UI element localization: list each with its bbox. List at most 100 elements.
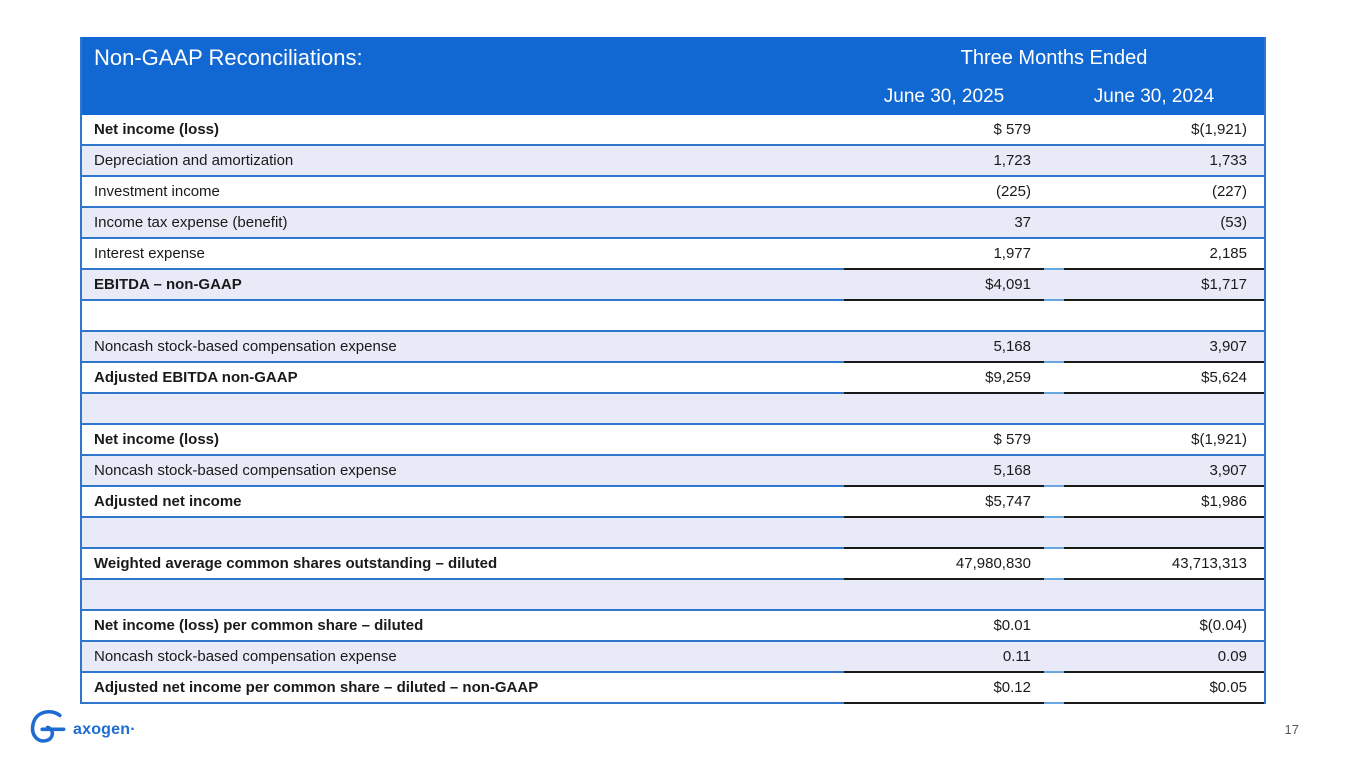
- value-june-2025: (225): [844, 177, 1044, 208]
- value-june-2025: 5,168: [844, 456, 1044, 487]
- reconciliation-table: Non-GAAP Reconciliations: Three Months E…: [80, 37, 1266, 704]
- column-gap: [1044, 642, 1064, 673]
- row-label: Investment income: [82, 177, 844, 208]
- table-title: Non-GAAP Reconciliations:: [94, 45, 363, 70]
- table-row: Adjusted EBITDA non-GAAP $9,259 $5,624: [82, 363, 1264, 394]
- axogen-logo-icon: [26, 706, 66, 753]
- table-row: Net income (loss) $ 579 $(1,921): [82, 115, 1264, 146]
- column-gap: [1044, 549, 1064, 580]
- row-label: Income tax expense (benefit): [82, 208, 844, 239]
- value-june-2025: $9,259: [844, 363, 1044, 394]
- value-june-2024: $(1,921): [1064, 425, 1264, 456]
- column-header-june-2025: June 30, 2025: [883, 86, 1005, 107]
- value-june-2024: $0.05: [1064, 673, 1264, 704]
- value-june-2025: 47,980,830: [844, 549, 1044, 580]
- row-label: Net income (loss) per common share – dil…: [82, 611, 844, 642]
- table-row: Interest expense 1,977 2,185: [82, 239, 1264, 270]
- column-gap: [1044, 208, 1064, 239]
- value-june-2024: [1064, 301, 1264, 332]
- column-gap: [1044, 363, 1064, 394]
- column-gap: [1044, 115, 1064, 146]
- table-row: Adjusted net income $5,747 $1,986: [82, 487, 1264, 518]
- value-june-2025: [844, 394, 1044, 425]
- column-gap: [1044, 487, 1064, 518]
- table-header: Non-GAAP Reconciliations: Three Months E…: [82, 37, 1264, 115]
- row-label: Net income (loss): [82, 115, 844, 146]
- row-label: Noncash stock-based compensation expense: [82, 332, 844, 363]
- value-june-2025: $ 579: [844, 425, 1044, 456]
- table-row: [82, 394, 1264, 425]
- table-row: Depreciation and amortization 1,723 1,73…: [82, 146, 1264, 177]
- table-row: Net income (loss) per common share – dil…: [82, 611, 1264, 642]
- value-june-2025: 1,977: [844, 239, 1044, 270]
- value-june-2024: 1,733: [1064, 146, 1264, 177]
- column-gap: [1044, 673, 1064, 704]
- table-header-row-2: June 30, 2025 June 30, 2024: [82, 79, 1264, 115]
- value-june-2025: $0.12: [844, 673, 1044, 704]
- table-row: EBITDA – non-GAAP $4,091 $1,717: [82, 270, 1264, 301]
- value-june-2024: $1,986: [1064, 487, 1264, 518]
- value-june-2025: $0.01: [844, 611, 1044, 642]
- value-june-2025: $5,747: [844, 487, 1044, 518]
- column-gap: [1044, 146, 1064, 177]
- table-row: Weighted average common shares outstandi…: [82, 549, 1264, 580]
- row-label: Noncash stock-based compensation expense: [82, 642, 844, 673]
- row-label: Adjusted net income: [82, 487, 844, 518]
- row-label: [82, 580, 844, 611]
- value-june-2024: 3,907: [1064, 456, 1264, 487]
- value-june-2024: [1064, 518, 1264, 549]
- row-label: EBITDA – non-GAAP: [82, 270, 844, 301]
- table-row: [82, 580, 1264, 611]
- value-june-2024: [1064, 580, 1264, 611]
- column-gap: [1044, 425, 1064, 456]
- value-june-2024: [1064, 394, 1264, 425]
- column-gap: [1044, 332, 1064, 363]
- column-gap: [1044, 270, 1064, 301]
- axogen-logo-text: axogen·: [73, 720, 136, 738]
- value-june-2024: (53): [1064, 208, 1264, 239]
- period-span-header: Three Months Ended: [960, 46, 1148, 69]
- column-gap: [1044, 456, 1064, 487]
- column-gap: [1044, 611, 1064, 642]
- value-june-2024: (227): [1064, 177, 1264, 208]
- table-header-row-1: Non-GAAP Reconciliations: Three Months E…: [82, 37, 1264, 79]
- value-june-2025: 1,723: [844, 146, 1044, 177]
- value-june-2025: 0.11: [844, 642, 1044, 673]
- value-june-2025: [844, 301, 1044, 332]
- row-label: Noncash stock-based compensation expense: [82, 456, 844, 487]
- value-june-2024: $5,624: [1064, 363, 1264, 394]
- column-gap: [1044, 394, 1064, 425]
- table-row: Noncash stock-based compensation expense…: [82, 642, 1264, 673]
- column-gap: [1044, 177, 1064, 208]
- column-gap: [1044, 239, 1064, 270]
- column-header-june-2024: June 30, 2024: [1093, 86, 1215, 107]
- row-label: Interest expense: [82, 239, 844, 270]
- value-june-2025: 37: [844, 208, 1044, 239]
- column-gap: [1044, 301, 1064, 332]
- table-row: [82, 518, 1264, 549]
- table-body: Net income (loss) $ 579 $(1,921) Depreci…: [82, 115, 1264, 704]
- row-label: [82, 518, 844, 549]
- table-row: Noncash stock-based compensation expense…: [82, 456, 1264, 487]
- value-june-2024: $1,717: [1064, 270, 1264, 301]
- table-row: Noncash stock-based compensation expense…: [82, 332, 1264, 363]
- value-june-2024: 0.09: [1064, 642, 1264, 673]
- value-june-2025: [844, 518, 1044, 549]
- row-label: Weighted average common shares outstandi…: [82, 549, 844, 580]
- page-number: 17: [1284, 722, 1299, 737]
- table-row: Net income (loss) $ 579 $(1,921): [82, 425, 1264, 456]
- axogen-logo: axogen·: [26, 706, 136, 753]
- value-june-2024: 3,907: [1064, 332, 1264, 363]
- row-label: Adjusted net income per common share – d…: [82, 673, 844, 704]
- value-june-2024: $(0.04): [1064, 611, 1264, 642]
- row-label: [82, 394, 844, 425]
- row-label: Net income (loss): [82, 425, 844, 456]
- row-label: Depreciation and amortization: [82, 146, 844, 177]
- value-june-2025: $ 579: [844, 115, 1044, 146]
- column-gap: [1044, 518, 1064, 549]
- table-row: Investment income (225) (227): [82, 177, 1264, 208]
- table-row: Adjusted net income per common share – d…: [82, 673, 1264, 704]
- row-label: Adjusted EBITDA non-GAAP: [82, 363, 844, 394]
- column-gap: [1044, 580, 1064, 611]
